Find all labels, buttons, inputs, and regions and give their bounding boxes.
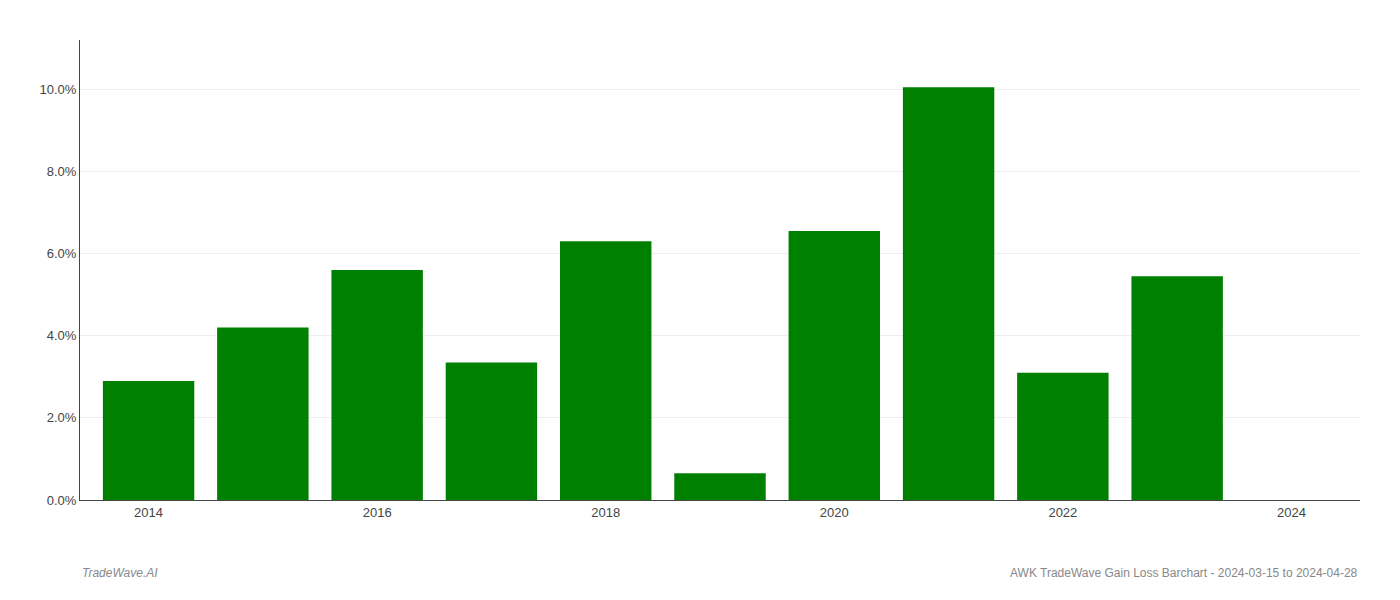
svg-text:4.0%: 4.0% (47, 328, 77, 343)
svg-text:2018: 2018 (591, 505, 620, 520)
svg-text:6.0%: 6.0% (47, 246, 77, 261)
svg-text:2014: 2014 (134, 505, 163, 520)
svg-text:8.0%: 8.0% (47, 164, 77, 179)
svg-text:TradeWave.AI: TradeWave.AI (82, 566, 158, 580)
svg-text:AWK TradeWave Gain Loss Barcha: AWK TradeWave Gain Loss Barchart - 2024-… (1010, 566, 1358, 580)
svg-text:2024: 2024 (1277, 505, 1306, 520)
svg-text:2020: 2020 (820, 505, 849, 520)
svg-text:2022: 2022 (1048, 505, 1077, 520)
svg-text:0.0%: 0.0% (47, 493, 77, 508)
svg-text:10.0%: 10.0% (40, 82, 77, 97)
svg-text:2.0%: 2.0% (47, 410, 77, 425)
svg-text:2016: 2016 (363, 505, 392, 520)
